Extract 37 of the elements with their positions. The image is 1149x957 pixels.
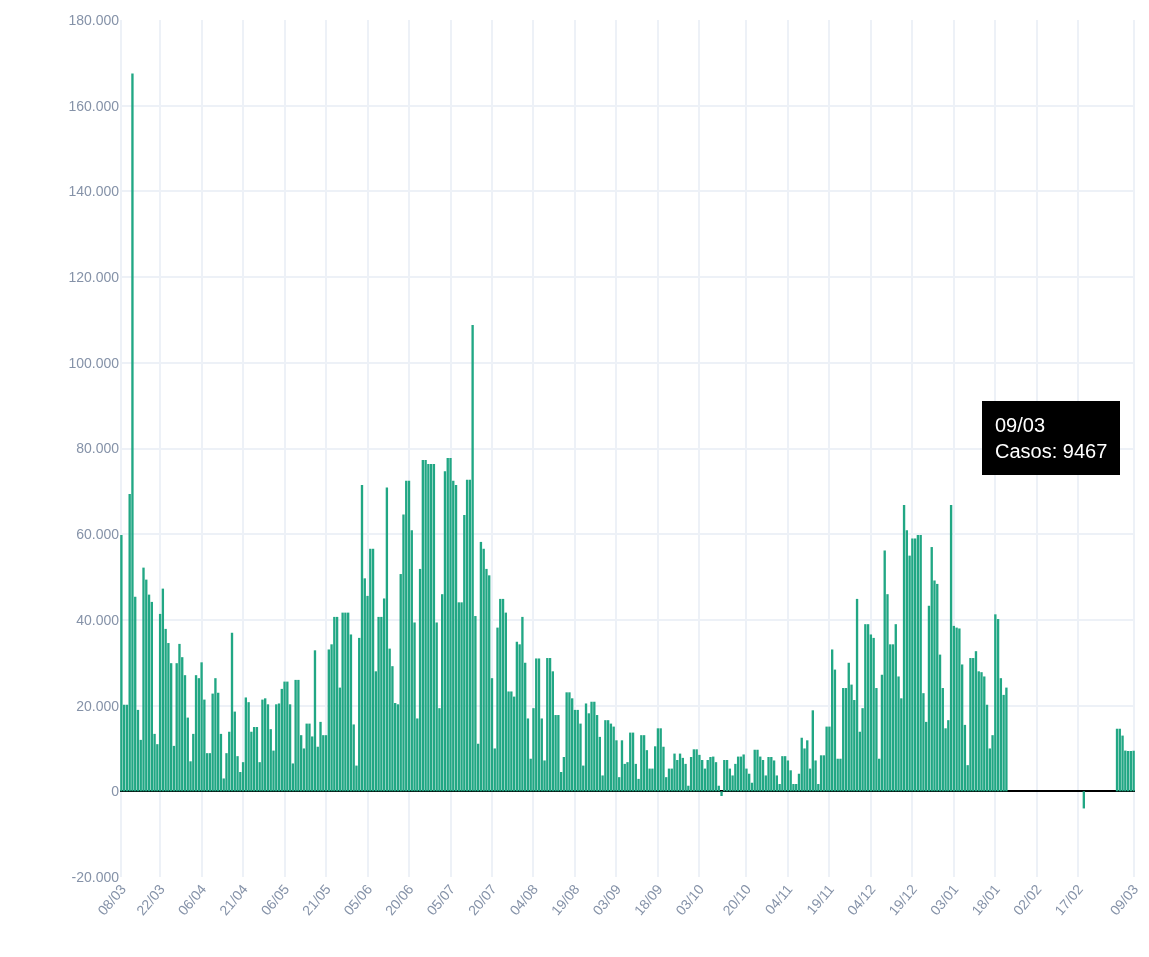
bar <box>557 715 560 792</box>
bar <box>200 662 203 792</box>
bar <box>1005 687 1008 792</box>
bar <box>994 614 997 792</box>
y-tick-label: 20.000 <box>76 697 120 714</box>
y-tick-label: 80.000 <box>76 440 120 457</box>
bar <box>297 679 300 792</box>
bar <box>283 681 286 792</box>
bar <box>377 616 380 792</box>
bar <box>131 73 134 792</box>
y-tick-label: 140.000 <box>68 183 120 200</box>
bar <box>294 679 297 792</box>
bar <box>565 692 568 792</box>
bar <box>214 678 217 792</box>
bar <box>720 791 723 797</box>
bar <box>510 691 513 792</box>
annotation: 09/03 Casos: 9467 <box>995 414 1108 462</box>
y-tick-label: -20.000 <box>71 868 120 885</box>
bar <box>958 628 961 792</box>
bar <box>142 567 145 792</box>
y-tick-label: 180.000 <box>68 11 120 28</box>
bar <box>471 325 474 792</box>
y-tick-label: 60.000 <box>76 526 120 543</box>
y-tick-label: 160.000 <box>68 97 120 114</box>
bar <box>825 726 828 792</box>
bar <box>673 753 676 792</box>
bar <box>568 692 571 792</box>
y-tick-label: 120.000 <box>68 269 120 285</box>
bar <box>178 643 181 792</box>
y-tick-label: 40.000 <box>76 611 120 628</box>
bar <box>521 616 524 792</box>
y-tick-label: 100.000 <box>68 354 120 371</box>
bar <box>341 612 344 792</box>
bar <box>319 721 322 792</box>
y-tick-label: 0 <box>111 783 120 800</box>
bar <box>286 681 289 792</box>
bar <box>120 535 123 792</box>
